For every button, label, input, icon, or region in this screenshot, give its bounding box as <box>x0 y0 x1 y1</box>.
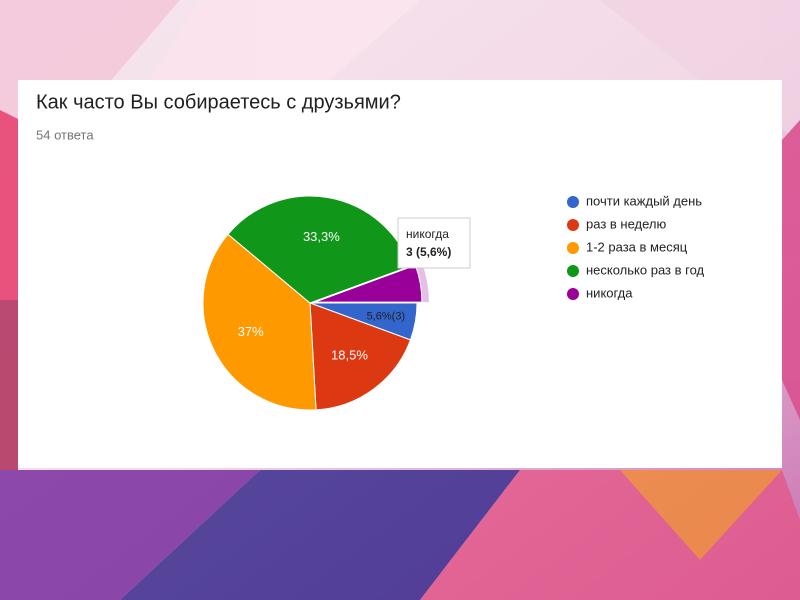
tooltip-category: никогда <box>406 227 449 241</box>
tooltip-box <box>397 217 471 269</box>
subtitle: 54 ответа <box>36 127 94 142</box>
legend-swatch <box>567 242 579 254</box>
slice <box>202 233 317 411</box>
legend-label: 1-2 раза в месяц <box>586 239 688 254</box>
tooltip: никогда 3 (5,6%) <box>397 217 471 269</box>
chart-title: Как часто Вы собираетесь с друзьями? <box>36 91 401 113</box>
legend: почти каждый день раз в неделю 1-2 раза в … <box>567 193 705 300</box>
legend-swatch <box>567 196 579 208</box>
slice-label: 5,6%(3) <box>367 310 406 322</box>
legend-swatch <box>567 265 579 277</box>
slice <box>309 302 412 411</box>
legend-label: почти каждый день <box>586 193 702 208</box>
legend-label: несколько раз в год <box>586 262 705 277</box>
legend-label: раз в неделю <box>586 216 666 231</box>
legend-swatch <box>567 288 579 300</box>
slice-label: 18,5% <box>331 348 368 363</box>
legend-swatch <box>567 219 579 231</box>
legend-label: никогда <box>586 285 633 300</box>
tooltip-value: 3 (5,6%) <box>406 245 451 259</box>
slice-label: 33,3% <box>303 229 340 244</box>
slice-label: 37% <box>238 324 264 339</box>
pie: 5,6%(3) 18,5% 37% 33,3% <box>202 195 429 411</box>
